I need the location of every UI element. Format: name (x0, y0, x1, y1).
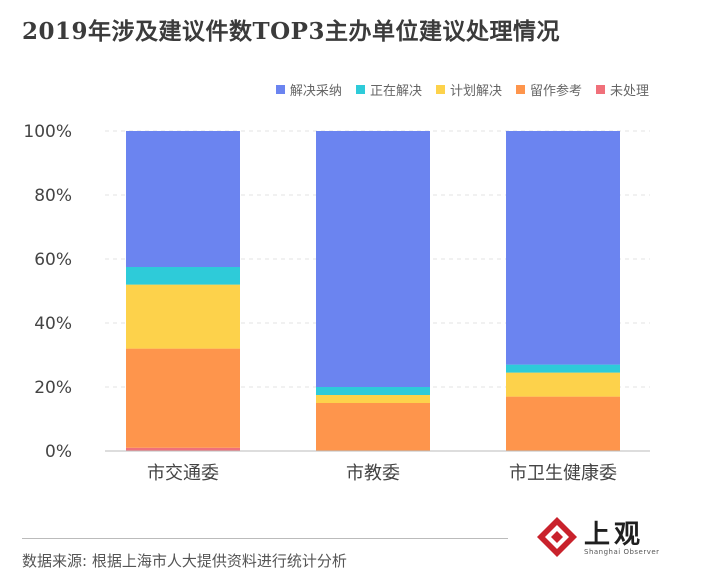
bar-segment (126, 284, 240, 349)
legend-item: 计划解决 (435, 80, 502, 99)
bar-segment (316, 395, 430, 403)
bar-segment (126, 131, 240, 267)
legend-label: 留作参考 (529, 84, 582, 99)
bar-segment (316, 131, 430, 387)
data-source: 数据来源: 根据上海市人大提供资料进行统计分析 (22, 552, 347, 570)
y-tick-label: 100% (23, 122, 72, 142)
legend-swatch (515, 85, 525, 94)
legend-label: 计划解决 (449, 84, 502, 99)
legend-item: 正在解决 (355, 80, 422, 99)
bar-segment (126, 447, 240, 451)
bar-segment (126, 267, 240, 285)
y-tick-label: 60% (34, 250, 72, 270)
logo-subtext: Shanghai Observer (584, 548, 660, 556)
y-tick-label: 20% (34, 378, 72, 398)
shanghai-observer-logo: 上观 Shanghai Observer (536, 516, 666, 562)
legend: 解决采纳 正在解决 计划解决 留作参考 未处理 (275, 80, 649, 99)
logo-text: 上观 (584, 520, 645, 550)
footer-divider (22, 538, 508, 539)
bar-segment (316, 387, 430, 395)
x-tick-label: 市卫生健康委 (509, 463, 617, 484)
legend-swatch (435, 85, 445, 94)
bar-segment (506, 131, 620, 365)
y-tick-label: 80% (34, 186, 72, 206)
logo-mark-icon (537, 517, 577, 557)
legend-swatch (595, 85, 605, 94)
legend-label: 未处理 (609, 84, 649, 99)
legend-label: 解决采纳 (289, 84, 342, 99)
y-tick-label: 0% (45, 442, 72, 462)
y-tick-label: 40% (34, 314, 72, 334)
bar-segment (506, 372, 620, 397)
x-tick-label: 市交通委 (147, 463, 219, 484)
legend-swatch (275, 85, 285, 94)
legend-swatch (355, 85, 365, 94)
legend-item: 留作参考 (515, 80, 582, 99)
bar-segment (316, 403, 430, 451)
bar-segment (506, 364, 620, 373)
bar-segment (506, 396, 620, 451)
x-tick-label: 市教委 (346, 463, 400, 484)
legend-item: 解决采纳 (275, 80, 342, 99)
legend-item: 未处理 (595, 80, 649, 99)
bar-segment (126, 348, 240, 448)
chart-title: 2019年涉及建议件数TOP3主办单位建议处理情况 (22, 18, 560, 45)
legend-label: 正在解决 (369, 84, 422, 99)
